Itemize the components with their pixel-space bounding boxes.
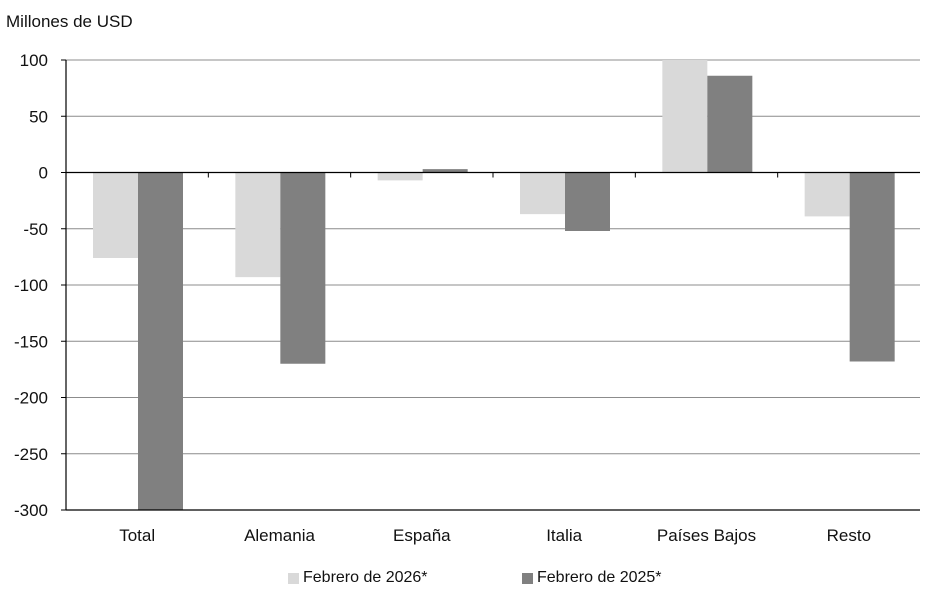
legend-label-series-2: Febrero de 2025*: [537, 569, 662, 586]
legend: Febrero de 2026* Febrero de 2025*: [0, 569, 926, 589]
plot-area: 100 50 0 -50 -100 -150 -200 -250 -300 Total Alema…: [14, 51, 920, 545]
y-tick-labels: 100 50 0 -50 -100 -150 -200 -250 -300: [14, 51, 48, 520]
bar-series-2-5: [849, 172, 895, 362]
y-tick-label-3: -50: [23, 220, 48, 239]
x-category-label-3: Italia: [546, 526, 582, 545]
bar-series-2-2: [422, 169, 468, 173]
x-category-label-2: España: [393, 526, 451, 545]
bar-series-2-0: [138, 172, 183, 510]
y-tick-label-1: 50: [29, 107, 48, 126]
x-tick-labels: Total Alemania España Italia Países Bajos Res…: [119, 526, 871, 545]
legend-swatch-series-2: [522, 572, 533, 584]
legend-item-series-1: Febrero de 2026*: [288, 569, 428, 587]
bar-series-2-3: [565, 172, 610, 231]
legend-label-series-1: Febrero de 2026*: [303, 569, 428, 586]
bars: [93, 60, 895, 510]
legend-item-series-2: Febrero de 2025*: [522, 569, 662, 587]
y-tick-label-8: -300: [14, 501, 48, 520]
x-category-label-0: Total: [119, 526, 155, 545]
y-unit-label: Millones de USD: [6, 12, 133, 31]
y-tick-label-7: -250: [14, 445, 48, 464]
bar-series-1-0: [93, 172, 138, 258]
bar-series-1-2: [377, 172, 423, 181]
bar-series-2-4: [707, 75, 753, 173]
gridlines: [66, 59, 920, 455]
x-category-label-1: Alemania: [244, 526, 315, 545]
bar-series-1-1: [235, 172, 281, 278]
legend-swatch-series-1: [288, 572, 299, 584]
bar-series-1-4: [662, 60, 708, 173]
y-tick-label-0: 100: [20, 51, 48, 70]
bar-series-1-3: [520, 172, 565, 215]
y-tick-label-5: -150: [14, 332, 48, 351]
x-category-label-5: Resto: [827, 526, 871, 545]
axes: [61, 59, 920, 511]
bar-series-1-5: [804, 172, 850, 217]
bar-series-2-1: [280, 172, 326, 364]
y-tick-label-2: 0: [39, 164, 48, 183]
x-category-label-4: Países Bajos: [657, 526, 756, 545]
y-tick-label-4: -100: [14, 276, 48, 295]
y-tick-label-6: -200: [14, 389, 48, 408]
